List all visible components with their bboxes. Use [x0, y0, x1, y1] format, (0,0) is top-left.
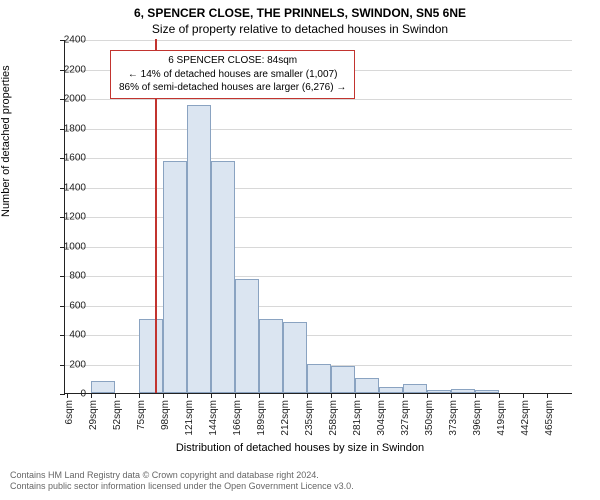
x-tick-mark [475, 393, 476, 398]
gridline-h [65, 40, 572, 41]
y-tick-label: 1600 [64, 153, 86, 164]
x-tick-mark [307, 393, 308, 398]
x-tick-label: 350sqm [424, 400, 435, 436]
y-tick-label: 200 [69, 359, 86, 370]
x-tick-mark [499, 393, 500, 398]
y-tick-label: 2200 [64, 64, 86, 75]
x-tick-mark [235, 393, 236, 398]
histogram-bar [211, 161, 235, 393]
x-tick-mark [163, 393, 164, 398]
x-tick-mark [331, 393, 332, 398]
gridline-h [65, 99, 572, 100]
x-tick-label: 6sqm [64, 400, 75, 424]
histogram-bar [475, 390, 499, 393]
histogram-bar [187, 105, 211, 393]
annotation-line3: 86% of semi-detached houses are larger (… [119, 81, 346, 95]
x-tick-label: 396sqm [472, 400, 483, 436]
chart-title-sub: Size of property relative to detached ho… [0, 22, 600, 36]
y-tick-mark [60, 306, 65, 307]
x-tick-mark [547, 393, 548, 398]
gridline-h [65, 158, 572, 159]
credits-text: Contains HM Land Registry data © Crown c… [10, 470, 354, 493]
x-tick-label: 281sqm [352, 400, 363, 436]
y-tick-label: 1800 [64, 123, 86, 134]
x-tick-mark [403, 393, 404, 398]
x-axis-label: Distribution of detached houses by size … [0, 442, 600, 454]
histogram-bar [139, 319, 163, 393]
histogram-bar [259, 319, 283, 393]
x-tick-label: 212sqm [280, 400, 291, 436]
y-tick-label: 2000 [64, 94, 86, 105]
x-tick-label: 189sqm [256, 400, 267, 436]
annotation-box: 6 SPENCER CLOSE: 84sqm ← 14% of detached… [110, 50, 355, 99]
x-tick-mark [211, 393, 212, 398]
x-tick-label: 465sqm [544, 400, 555, 436]
x-tick-mark [523, 393, 524, 398]
x-tick-mark [451, 393, 452, 398]
gridline-h [65, 188, 572, 189]
histogram-bar [163, 161, 187, 393]
y-tick-mark [60, 276, 65, 277]
gridline-h [65, 276, 572, 277]
histogram-bar [283, 322, 307, 393]
x-tick-mark [139, 393, 140, 398]
x-tick-label: 258sqm [328, 400, 339, 436]
x-tick-label: 442sqm [520, 400, 531, 436]
x-tick-mark [283, 393, 284, 398]
annotation-line2: ← 14% of detached houses are smaller (1,… [119, 68, 346, 82]
x-tick-label: 166sqm [232, 400, 243, 436]
credits-line2: Contains public sector information licen… [10, 481, 354, 492]
x-tick-mark [259, 393, 260, 398]
histogram-bar [235, 279, 259, 393]
y-tick-label: 600 [69, 300, 86, 311]
y-tick-mark [60, 365, 65, 366]
y-tick-mark [60, 335, 65, 336]
x-tick-mark [379, 393, 380, 398]
annotation-line1: 6 SPENCER CLOSE: 84sqm [119, 54, 346, 68]
histogram-bar [379, 387, 403, 393]
histogram-bar [451, 389, 475, 393]
x-tick-mark [115, 393, 116, 398]
x-tick-mark [187, 393, 188, 398]
y-tick-label: 800 [69, 271, 86, 282]
x-tick-label: 98sqm [160, 400, 171, 430]
y-tick-label: 0 [80, 389, 86, 400]
y-tick-label: 1000 [64, 241, 86, 252]
gridline-h [65, 247, 572, 248]
x-tick-label: 52sqm [112, 400, 123, 430]
x-tick-mark [355, 393, 356, 398]
gridline-h [65, 217, 572, 218]
y-tick-label: 2400 [64, 35, 86, 46]
gridline-h [65, 306, 572, 307]
gridline-h [65, 129, 572, 130]
x-tick-label: 235sqm [304, 400, 315, 436]
chart-title-main: 6, SPENCER CLOSE, THE PRINNELS, SWINDON,… [0, 6, 600, 20]
x-tick-label: 419sqm [496, 400, 507, 436]
histogram-bar [355, 378, 379, 393]
y-tick-label: 400 [69, 330, 86, 341]
credits-line1: Contains HM Land Registry data © Crown c… [10, 470, 354, 481]
y-tick-label: 1200 [64, 212, 86, 223]
y-tick-mark [60, 394, 65, 395]
x-tick-mark [427, 393, 428, 398]
x-tick-label: 373sqm [448, 400, 459, 436]
x-tick-label: 304sqm [376, 400, 387, 436]
x-tick-label: 144sqm [208, 400, 219, 436]
histogram-bar [307, 364, 331, 394]
y-tick-label: 1400 [64, 182, 86, 193]
histogram-bar [427, 390, 451, 393]
x-tick-label: 29sqm [88, 400, 99, 430]
histogram-bar [331, 366, 355, 393]
histogram-bar [91, 381, 115, 393]
x-tick-label: 75sqm [136, 400, 147, 430]
y-axis-label: Number of detached properties [0, 65, 12, 217]
histogram-bar [403, 384, 427, 393]
x-tick-label: 121sqm [184, 400, 195, 436]
x-tick-label: 327sqm [400, 400, 411, 436]
x-tick-mark [67, 393, 68, 398]
x-tick-mark [91, 393, 92, 398]
